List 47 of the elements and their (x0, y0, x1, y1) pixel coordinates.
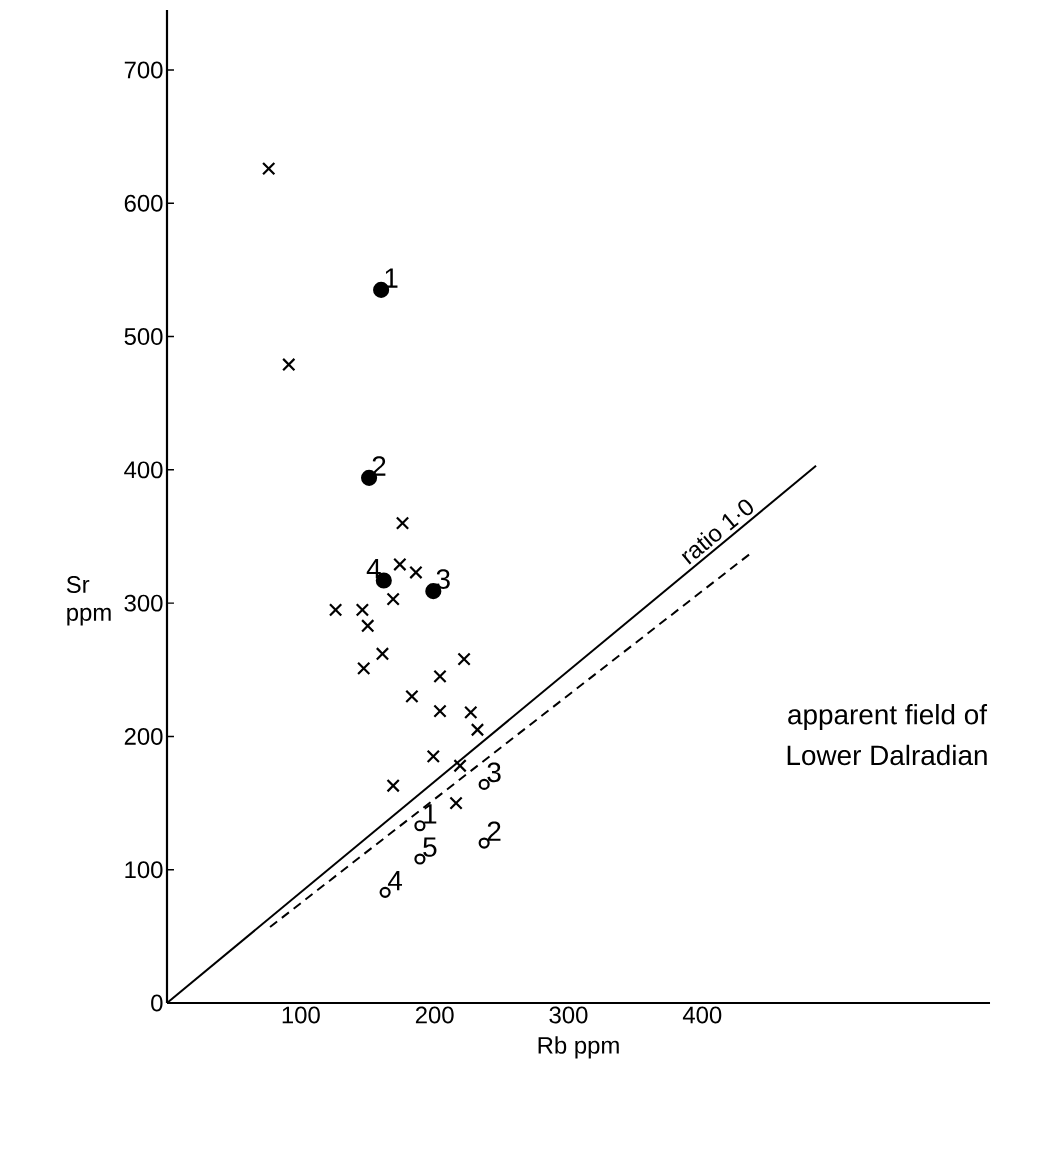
y-tick-label: 300 (124, 594, 163, 612)
point (457, 652, 471, 666)
x-tick-label: 300 (549, 1006, 588, 1024)
y-axis-title: Sr ppm (66, 576, 111, 626)
x-tick-label: 100 (282, 1006, 320, 1024)
point (426, 749, 441, 764)
point (282, 357, 296, 372)
y-tick-label: 700 (124, 61, 163, 79)
x-tick-label: 400 (682, 1006, 722, 1024)
point (261, 161, 276, 176)
point (433, 669, 447, 684)
point (478, 837, 490, 849)
point (356, 661, 371, 676)
y-tick-label: 400 (124, 461, 163, 479)
point (386, 592, 400, 606)
y-tick-label: 600 (124, 194, 163, 212)
point (470, 723, 485, 737)
y-tick-label: 100 (125, 861, 163, 879)
point (328, 603, 343, 617)
point (464, 705, 478, 720)
point (361, 619, 375, 633)
point (355, 603, 370, 617)
x-axis-title: Rb ppm (538, 1036, 619, 1059)
annotation: 4 (366, 559, 381, 579)
point (405, 689, 419, 704)
annotation: 3 (487, 762, 501, 783)
annotation: 4 (387, 870, 403, 891)
annotation: 2 (487, 821, 501, 841)
annotation: 1 (424, 804, 437, 824)
point (414, 820, 426, 832)
y-tick-label: 0 (151, 994, 163, 1012)
point (433, 704, 447, 718)
point (453, 759, 467, 773)
x-tick-label: 200 (415, 1006, 454, 1024)
point (395, 516, 410, 530)
y-tick-label: 200 (124, 727, 163, 745)
annotation: 5 (423, 837, 437, 857)
point (393, 557, 407, 572)
point (375, 647, 390, 661)
y-tick-label: 500 (124, 328, 163, 346)
text: ratio 1·0 (681, 499, 753, 565)
annotation: apparent field of (788, 704, 988, 730)
point (409, 565, 423, 580)
point (386, 779, 400, 793)
annotation: Lower Dalradian (787, 744, 987, 766)
point (449, 796, 463, 810)
annotation: 3 (436, 569, 450, 589)
